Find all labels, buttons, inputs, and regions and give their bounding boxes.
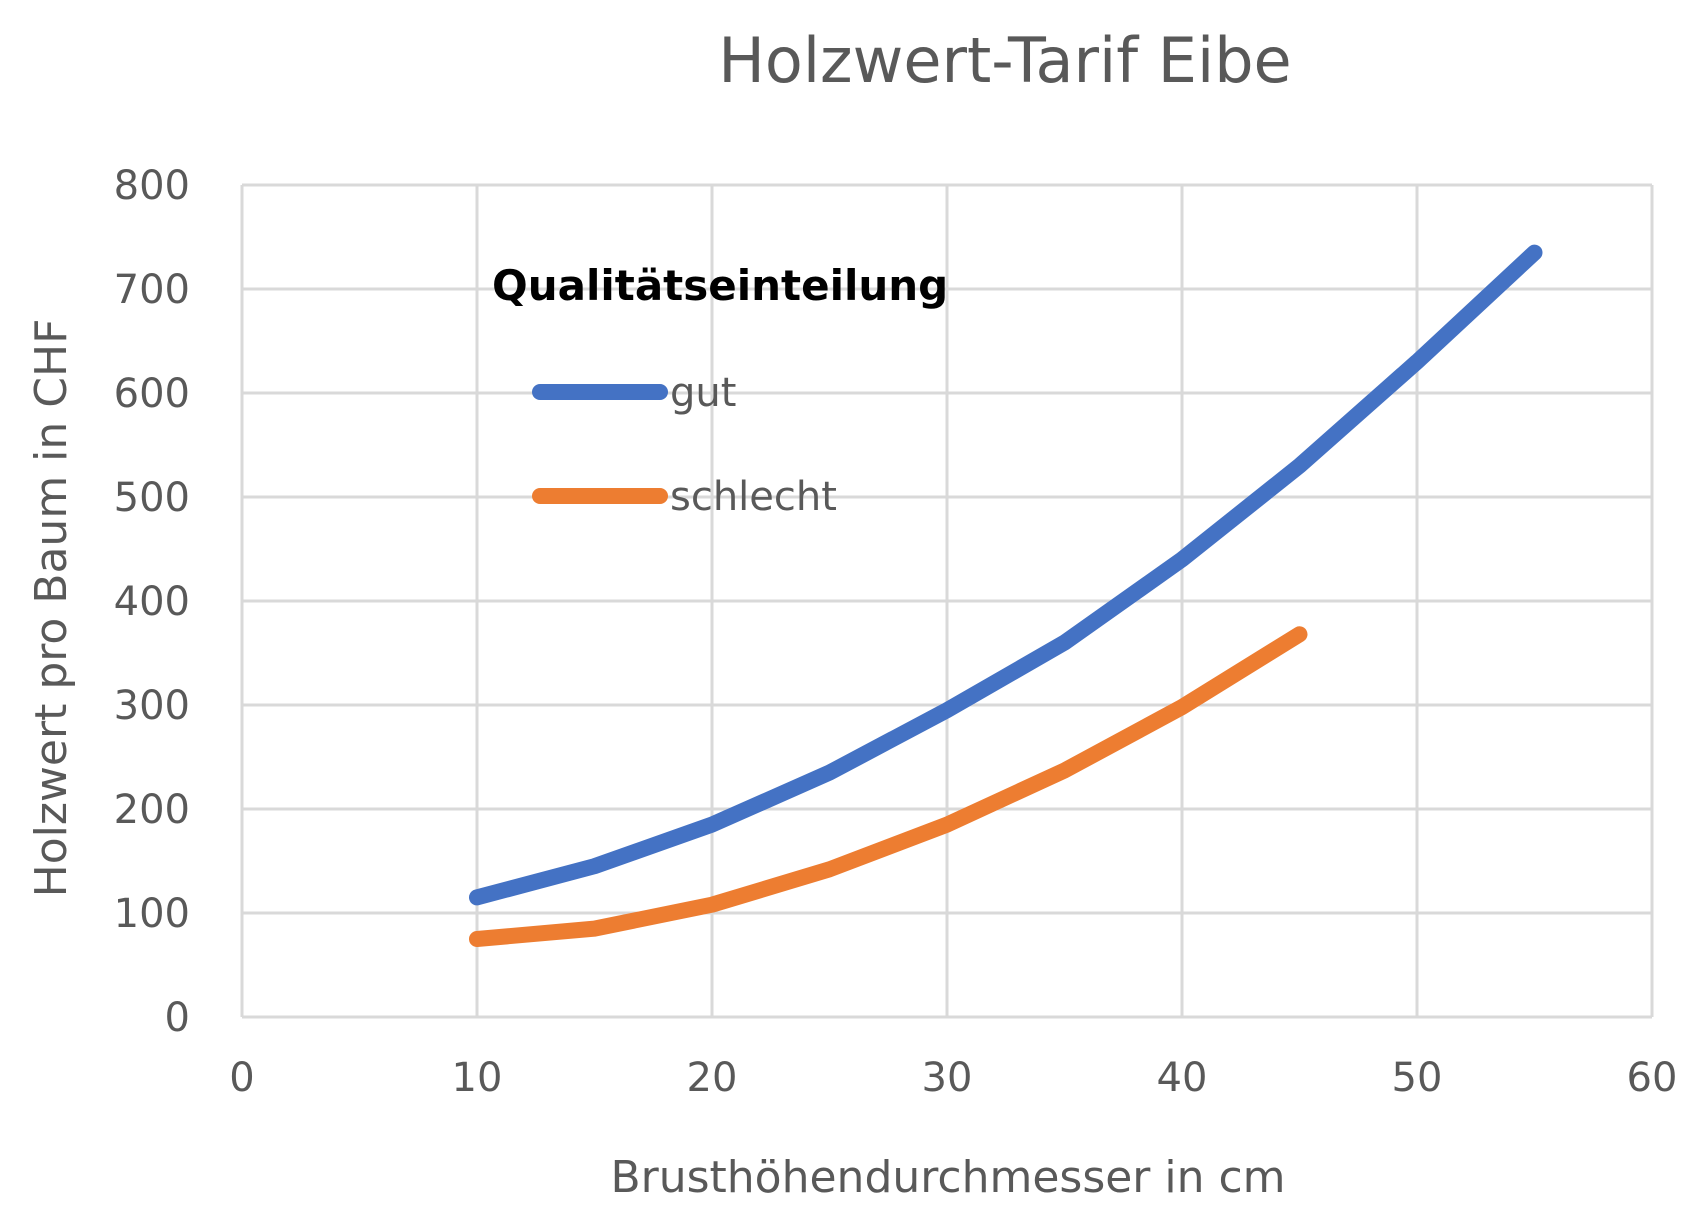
- y-tick-label: 600: [114, 371, 190, 417]
- x-tick-label: 20: [687, 1055, 738, 1101]
- y-axis-title: Holzwert pro Baum in CHF: [26, 319, 77, 898]
- x-tick-label: 10: [452, 1055, 503, 1101]
- series-lines: [469, 244, 1543, 947]
- x-tick-label: 60: [1627, 1055, 1678, 1101]
- legend: Qualitätseinteilung gut schlecht: [492, 261, 948, 520]
- y-axis-ticks: 0 100 200 300 400 500 600 700 800: [114, 163, 190, 1041]
- y-tick-label: 800: [114, 163, 190, 209]
- series-line-schlecht: [469, 626, 1308, 947]
- x-axis-ticks: 0 10 20 30 40 50 60: [229, 1055, 1677, 1101]
- gridlines: [240, 183, 1654, 1019]
- x-tick-label: 40: [1157, 1055, 1208, 1101]
- y-tick-label: 700: [114, 267, 190, 313]
- x-tick-label: 0: [229, 1055, 254, 1101]
- x-axis-title: Brusthöhendurchmesser in cm: [610, 1152, 1285, 1203]
- y-tick-label: 0: [165, 995, 190, 1041]
- y-tick-label: 200: [114, 787, 190, 833]
- legend-title: Qualitätseinteilung: [492, 261, 948, 310]
- chart-title: Holzwert-Tarif Eibe: [718, 24, 1291, 97]
- x-tick-label: 50: [1392, 1055, 1443, 1101]
- legend-label-gut: gut: [670, 370, 736, 416]
- x-tick-label: 30: [922, 1055, 973, 1101]
- y-tick-label: 500: [114, 475, 190, 521]
- series-line-gut: [469, 244, 1543, 906]
- y-tick-label: 300: [114, 683, 190, 729]
- y-tick-label: 400: [114, 579, 190, 625]
- y-tick-label: 100: [114, 891, 190, 937]
- legend-items: gut schlecht: [532, 370, 837, 520]
- legend-label-schlecht: schlecht: [670, 474, 837, 520]
